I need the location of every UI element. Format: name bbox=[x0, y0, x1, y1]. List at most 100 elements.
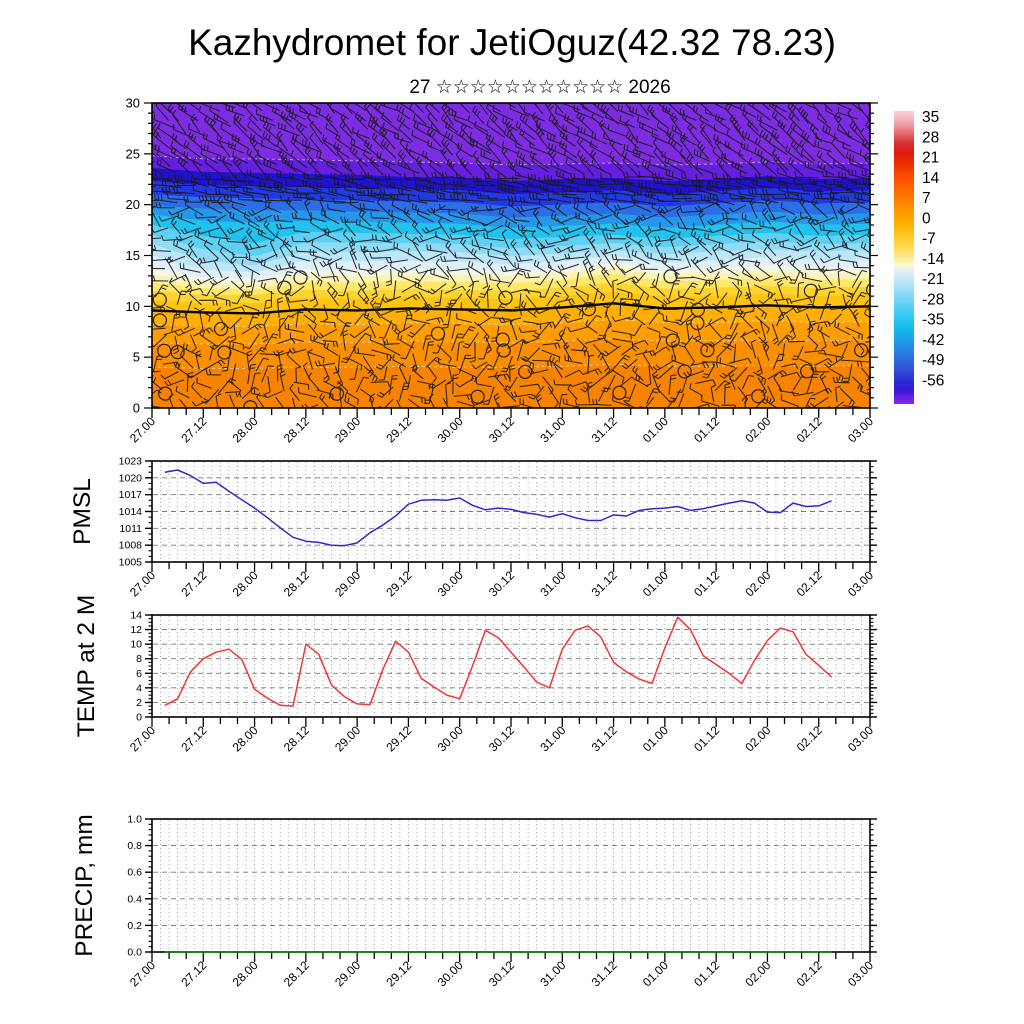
precip-x-ticks bbox=[151, 952, 871, 962]
temp2m-y-labels: 0 2 4 6 8 10 12 14 bbox=[130, 610, 142, 724]
svg-text:15: 15 bbox=[126, 248, 140, 263]
svg-text:01.12: 01.12 bbox=[691, 568, 722, 599]
svg-text:02.12: 02.12 bbox=[794, 568, 825, 599]
zero-isotherm-contour bbox=[152, 302, 870, 315]
svg-text:12: 12 bbox=[130, 624, 142, 636]
svg-text:27.12: 27.12 bbox=[178, 414, 209, 445]
temp2m-hgrid bbox=[153, 629, 869, 703]
svg-text:0.6: 0.6 bbox=[127, 867, 142, 879]
svg-text:01.00: 01.00 bbox=[640, 958, 671, 989]
precip-hgrid bbox=[153, 845, 869, 926]
panel-temp2m: 0 2 4 6 8 10 12 14 27.00 27.12 28.00 28.12 29.00 29.1… bbox=[73, 595, 877, 754]
svg-text:2: 2 bbox=[136, 697, 142, 709]
svg-text:30.12: 30.12 bbox=[486, 414, 517, 445]
colorbar: 35 28 21 14 7 0 -7 -14 -21 -28 -35 -42 -49 -56 bbox=[894, 109, 945, 404]
temp2m-y-ticks bbox=[145, 614, 877, 718]
main-axis-ticks bbox=[144, 102, 878, 409]
svg-text:14: 14 bbox=[130, 610, 142, 622]
temp2m-vgrid bbox=[160, 616, 862, 716]
svg-text:30.00: 30.00 bbox=[435, 723, 466, 754]
svg-text:03.00: 03.00 bbox=[845, 958, 876, 989]
panel-precip: 0.0 0.2 0.4 0.6 0.8 1.0 27.00 27.12 28.00 28.12 29… bbox=[71, 814, 877, 989]
svg-text:29.00: 29.00 bbox=[332, 568, 363, 599]
pmsl-x-labels: 27.00 27.12 28.00 28.12 29.00 29.12 30.00 30.12… bbox=[127, 568, 876, 599]
svg-text:28.00: 28.00 bbox=[230, 958, 261, 989]
svg-text:0: 0 bbox=[922, 210, 931, 227]
svg-text:31.12: 31.12 bbox=[589, 568, 620, 599]
svg-text:28.00: 28.00 bbox=[230, 723, 261, 754]
svg-text:28.12: 28.12 bbox=[281, 414, 312, 445]
svg-text:02.00: 02.00 bbox=[742, 958, 773, 989]
svg-text:01.12: 01.12 bbox=[691, 723, 722, 754]
pmsl-y-labels: 1005 1008 1011 1014 1017 1020 1023 bbox=[119, 456, 143, 569]
svg-text:27.12: 27.12 bbox=[178, 568, 209, 599]
svg-text:-49: -49 bbox=[922, 352, 944, 369]
svg-text:10: 10 bbox=[130, 639, 142, 651]
svg-text:21: 21 bbox=[922, 150, 939, 167]
svg-text:31.00: 31.00 bbox=[537, 958, 568, 989]
svg-text:29.00: 29.00 bbox=[332, 723, 363, 754]
svg-text:1017: 1017 bbox=[119, 489, 143, 501]
pmsl-y-ticks bbox=[145, 460, 877, 563]
svg-text:28.00: 28.00 bbox=[230, 414, 261, 445]
svg-text:29.00: 29.00 bbox=[332, 414, 363, 445]
svg-text:01.12: 01.12 bbox=[691, 958, 722, 989]
svg-text:27.00: 27.00 bbox=[127, 958, 158, 989]
pmsl-hgrid bbox=[153, 477, 869, 546]
temp2m-x-labels: 27.00 27.12 28.00 28.12 29.00 29.12 30.00 30.12… bbox=[127, 723, 876, 754]
svg-text:01.12: 01.12 bbox=[691, 414, 722, 445]
page-title: Kazhydromet for JetiOguz(42.32 78.23) bbox=[188, 22, 836, 63]
svg-text:1.0: 1.0 bbox=[127, 814, 142, 826]
colorbar-labels: 35 28 21 14 7 0 -7 -14 -21 -28 -35 -42 -49 -56 bbox=[922, 109, 945, 389]
precip-vgrid bbox=[160, 820, 862, 951]
svg-text:-7: -7 bbox=[922, 231, 936, 248]
panel-pmsl: 1005 1008 1011 1014 1017 1020 1023 27.00 27.12 28… bbox=[69, 456, 877, 599]
svg-text:0.2: 0.2 bbox=[127, 920, 142, 932]
svg-text:28: 28 bbox=[922, 129, 939, 146]
upper-air-section: 0 5 10 15 20 25 30 27.00 27.12 28.00 28.12 29.00 29.… bbox=[126, 96, 878, 445]
svg-text:0: 0 bbox=[136, 712, 142, 724]
svg-text:4: 4 bbox=[136, 682, 142, 694]
svg-text:30.00: 30.00 bbox=[435, 568, 466, 599]
svg-text:03.00: 03.00 bbox=[845, 723, 876, 754]
svg-text:30: 30 bbox=[126, 96, 140, 111]
svg-text:14: 14 bbox=[922, 170, 940, 187]
svg-text:29.00: 29.00 bbox=[332, 958, 363, 989]
temp2m-line bbox=[164, 616, 833, 707]
svg-text:5: 5 bbox=[133, 350, 140, 365]
svg-text:27.12: 27.12 bbox=[178, 958, 209, 989]
temp2m-x-ticks bbox=[151, 717, 871, 727]
svg-text:-28: -28 bbox=[922, 291, 944, 308]
svg-text:31.12: 31.12 bbox=[589, 414, 620, 445]
precip-y-labels: 0.0 0.2 0.4 0.6 0.8 1.0 bbox=[127, 814, 142, 959]
svg-text:28.12: 28.12 bbox=[281, 958, 312, 989]
svg-text:0: 0 bbox=[133, 401, 140, 416]
svg-text:02.00: 02.00 bbox=[742, 723, 773, 754]
main-x-ticks bbox=[151, 408, 871, 418]
precip-y-ticks bbox=[145, 818, 877, 953]
svg-text:30.12: 30.12 bbox=[486, 568, 517, 599]
svg-text:29.12: 29.12 bbox=[383, 414, 414, 445]
svg-text:25: 25 bbox=[126, 146, 140, 161]
svg-text:31.00: 31.00 bbox=[537, 568, 568, 599]
svg-text:1011: 1011 bbox=[119, 523, 142, 535]
svg-text:27.00: 27.00 bbox=[127, 414, 158, 445]
svg-text:31.00: 31.00 bbox=[537, 723, 568, 754]
temp2m-frame bbox=[151, 614, 871, 718]
page-subtitle: 27 ☆☆☆☆☆☆☆☆☆☆☆ 2026 bbox=[409, 77, 671, 98]
svg-text:30.12: 30.12 bbox=[486, 958, 517, 989]
main-x-labels: 27.00 27.12 28.00 28.12 29.00 29.12 30.00 30.12… bbox=[127, 414, 876, 445]
svg-text:-35: -35 bbox=[922, 312, 944, 329]
svg-text:1014: 1014 bbox=[119, 506, 143, 518]
svg-text:02.12: 02.12 bbox=[794, 723, 825, 754]
svg-text:31.00: 31.00 bbox=[537, 414, 568, 445]
precip-axis-title: PRECIP, mm bbox=[71, 814, 98, 957]
svg-text:7: 7 bbox=[922, 190, 931, 207]
svg-text:35: 35 bbox=[922, 109, 939, 126]
svg-text:01.00: 01.00 bbox=[640, 568, 671, 599]
pmsl-x-ticks bbox=[151, 562, 871, 572]
svg-text:29.12: 29.12 bbox=[383, 958, 414, 989]
svg-text:1008: 1008 bbox=[119, 540, 143, 552]
svg-text:31.12: 31.12 bbox=[589, 723, 620, 754]
